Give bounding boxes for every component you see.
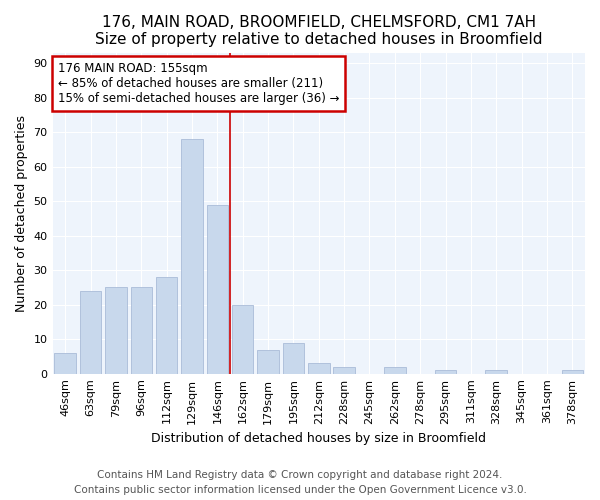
Bar: [156, 277, 178, 374]
Bar: [485, 370, 507, 374]
Bar: [257, 350, 279, 374]
Text: Contains HM Land Registry data © Crown copyright and database right 2024.
Contai: Contains HM Land Registry data © Crown c…: [74, 470, 526, 495]
Bar: [308, 364, 329, 374]
X-axis label: Distribution of detached houses by size in Broomfield: Distribution of detached houses by size …: [151, 432, 486, 445]
Bar: [55, 353, 76, 374]
Bar: [80, 291, 101, 374]
Title: 176, MAIN ROAD, BROOMFIELD, CHELMSFORD, CM1 7AH
Size of property relative to det: 176, MAIN ROAD, BROOMFIELD, CHELMSFORD, …: [95, 15, 542, 48]
Bar: [232, 304, 253, 374]
Bar: [334, 367, 355, 374]
Bar: [206, 204, 228, 374]
Y-axis label: Number of detached properties: Number of detached properties: [15, 114, 28, 312]
Bar: [562, 370, 583, 374]
Bar: [105, 288, 127, 374]
Bar: [131, 288, 152, 374]
Bar: [283, 342, 304, 374]
Bar: [384, 367, 406, 374]
Bar: [181, 139, 203, 374]
Bar: [435, 370, 457, 374]
Text: 176 MAIN ROAD: 155sqm
← 85% of detached houses are smaller (211)
15% of semi-det: 176 MAIN ROAD: 155sqm ← 85% of detached …: [58, 62, 340, 106]
